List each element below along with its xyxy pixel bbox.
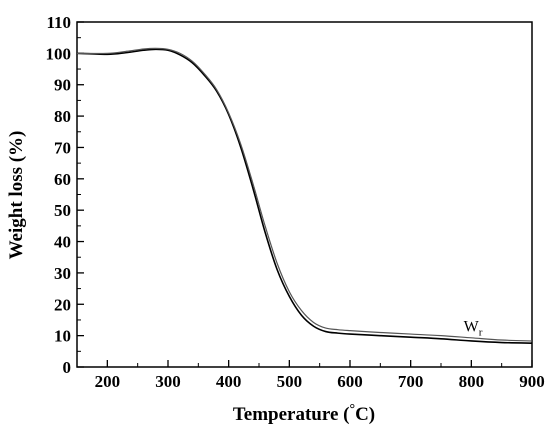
x-tick-label: 400 bbox=[216, 372, 242, 391]
tick-labels: 200 300 400 500 600 700 800 900 0 10 20 30 40 50 60 70 8… bbox=[46, 13, 545, 391]
y-tick-label: 0 bbox=[63, 358, 72, 377]
x-tick-label: 700 bbox=[398, 372, 424, 391]
plot-frame bbox=[76, 21, 533, 368]
y-tick-label: 20 bbox=[54, 295, 71, 314]
y-tick-label: 70 bbox=[54, 138, 71, 157]
y-tick-label: 100 bbox=[46, 44, 72, 63]
y-axis-title: Weight loss (%) bbox=[6, 131, 27, 260]
x-tick-label: 200 bbox=[95, 372, 121, 391]
x-tick-label: 800 bbox=[459, 372, 485, 391]
degree-symbol: ° bbox=[349, 402, 355, 417]
x-tick-label: 600 bbox=[337, 372, 363, 391]
y-tick-label: 10 bbox=[54, 327, 71, 346]
y-tick-label: 30 bbox=[54, 264, 71, 283]
x-tick-label: 300 bbox=[155, 372, 181, 391]
x-tick-label: 900 bbox=[519, 372, 545, 391]
tga-curve-1 bbox=[76, 48, 533, 344]
y-tick-label: 60 bbox=[54, 170, 71, 189]
data-series bbox=[76, 47, 533, 344]
axis-ticks bbox=[76, 21, 533, 368]
y-tick-label: 50 bbox=[54, 201, 71, 220]
y-tick-label: 80 bbox=[54, 107, 71, 126]
x-tick-label: 500 bbox=[277, 372, 303, 391]
tga-curve-2 bbox=[76, 47, 533, 342]
wr-annotation: Wr bbox=[464, 318, 483, 338]
x-axis-title: Temperature (°C) bbox=[233, 402, 375, 425]
y-tick-label: 40 bbox=[54, 233, 71, 252]
y-tick-label: 110 bbox=[46, 13, 71, 32]
y-tick-label: 90 bbox=[54, 76, 71, 95]
